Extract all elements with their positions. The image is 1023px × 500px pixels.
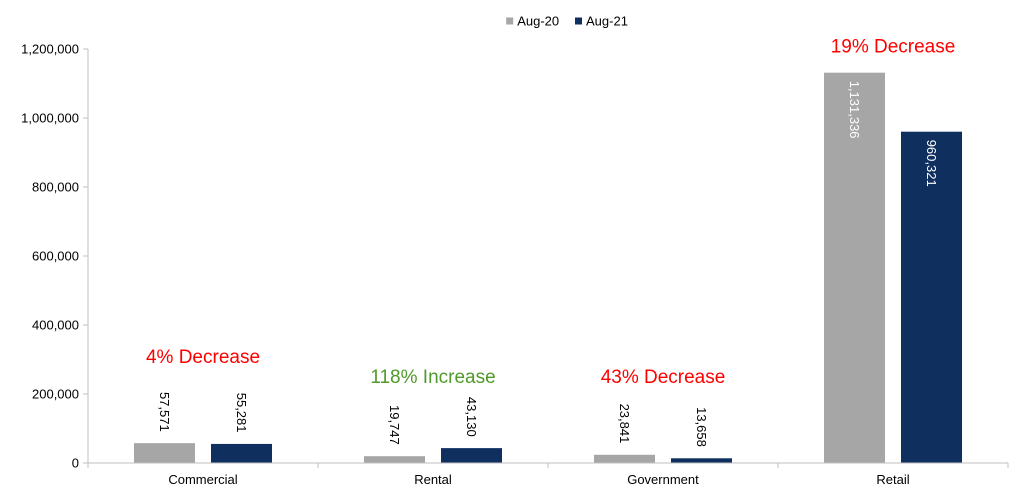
- y-tick-label: 1,000,000: [21, 111, 79, 126]
- legend-swatch: [506, 17, 514, 25]
- data-label: 1,131,336: [847, 81, 862, 139]
- y-tick-label: 400,000: [32, 318, 79, 333]
- annotation: 118% Increase: [370, 367, 495, 388]
- y-tick-label: 1,200,000: [21, 42, 79, 57]
- data-labels: 57,571 55,281 19,747 43,130 23,841 13,658 1,13…: [157, 81, 939, 447]
- legend-label: Aug-20: [517, 14, 559, 29]
- annotations: 4% Decrease 118% Increase 43% Decrease 19% …: [146, 36, 955, 388]
- bar-aug-20-commercial: [134, 443, 195, 463]
- data-label: 23,841: [617, 404, 632, 444]
- x-tick-label: Rental: [414, 472, 452, 487]
- bar-aug-21-retail: [901, 131, 962, 463]
- annotation: 19% Decrease: [831, 36, 956, 57]
- y-tick-label: 0: [72, 456, 79, 471]
- x-tick-label: Commercial: [168, 472, 237, 487]
- data-label: 13,658: [694, 407, 709, 447]
- bars: [134, 72, 962, 463]
- legend-label: Aug-21: [586, 14, 628, 29]
- bar-aug-20-government: [594, 454, 655, 463]
- data-label: 55,281: [234, 393, 249, 433]
- bar-aug-20-retail: [824, 72, 885, 463]
- data-label: 43,130: [464, 397, 479, 437]
- y-tick-label: 600,000: [32, 249, 79, 264]
- annotation: 4% Decrease: [146, 347, 260, 368]
- x-tick-label: Government: [627, 472, 699, 487]
- data-label: 960,321: [924, 140, 939, 187]
- data-label: 57,571: [157, 392, 172, 432]
- x-axis: Commercial Rental Government Retail: [87, 462, 1009, 487]
- bar-aug-21-government: [671, 458, 732, 463]
- annotation: 43% Decrease: [601, 367, 726, 388]
- legend-swatch: [575, 17, 582, 25]
- bar-aug-20-rental: [364, 456, 425, 463]
- legend: Aug-20 Aug-21: [506, 14, 628, 29]
- data-label: 19,747: [387, 405, 402, 445]
- y-axis: 0 200,000 400,000 600,000 800,000 1,000,000 1,…: [21, 42, 89, 471]
- bar-aug-21-commercial: [211, 443, 272, 463]
- y-tick-label: 200,000: [32, 387, 79, 402]
- bar-aug-21-rental: [441, 448, 502, 463]
- y-tick-label: 800,000: [32, 180, 79, 195]
- x-tick-label: Retail: [876, 472, 909, 487]
